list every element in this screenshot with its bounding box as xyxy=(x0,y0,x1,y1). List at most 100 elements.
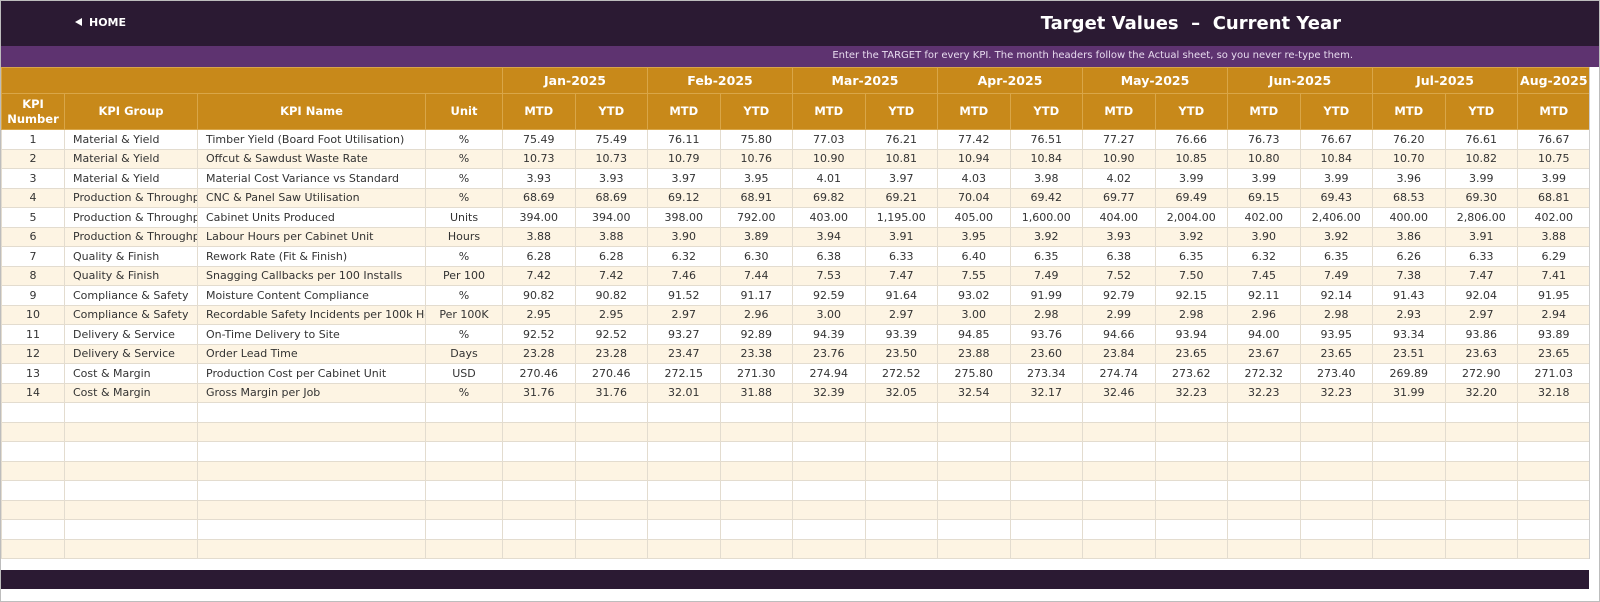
target-value: 7.49 xyxy=(1299,265,1374,286)
empty-cell xyxy=(1517,421,1589,442)
target-value: 7.46 xyxy=(647,265,721,286)
target-value: 31.76 xyxy=(502,382,576,403)
kpi-row: 9 Compliance & Safety Moisture Content Com… xyxy=(1,285,1589,306)
target-value: 32.46 xyxy=(1082,382,1156,403)
target-value: 69.21 xyxy=(864,187,938,208)
header-blank xyxy=(1,67,503,94)
period-header: MTD xyxy=(647,93,721,130)
empty-cell xyxy=(1444,499,1519,520)
target-value: 3.99 xyxy=(1517,168,1589,189)
empty-cell xyxy=(197,499,426,520)
top-bar: HOME Target Values – Current Year xyxy=(1,1,1599,46)
target-value: 3.90 xyxy=(1227,226,1301,247)
kpi-name: Production Cost per Cabinet Unit xyxy=(197,363,426,384)
kpi-unit: Hours xyxy=(425,226,503,247)
empty-cell xyxy=(937,441,1011,462)
empty-cell xyxy=(1082,460,1156,481)
empty-cell xyxy=(864,460,938,481)
target-value: 4.03 xyxy=(937,168,1011,189)
empty-cell xyxy=(647,519,721,540)
empty-cell xyxy=(1009,402,1084,423)
kpi-number: 5 xyxy=(1,207,65,228)
column-header: KPI Number xyxy=(1,93,65,130)
kpi-name: Recordable Safety Incidents per 100k Hou… xyxy=(197,304,426,325)
target-value: 6.28 xyxy=(502,246,576,267)
target-value: 23.76 xyxy=(792,343,866,364)
page-title: Target Values – Current Year xyxy=(1040,13,1341,34)
home-button[interactable]: HOME xyxy=(75,16,126,29)
target-value: 69.82 xyxy=(792,187,866,208)
empty-cell xyxy=(1444,460,1519,481)
kpi-group: Delivery & Service xyxy=(64,324,198,345)
target-value: 76.51 xyxy=(1009,129,1084,150)
target-value: 23.60 xyxy=(1009,343,1084,364)
empty-cell xyxy=(864,402,938,423)
kpi-unit: % xyxy=(425,168,503,189)
empty-cell xyxy=(792,499,866,520)
target-value: 32.17 xyxy=(1009,382,1084,403)
empty-cell xyxy=(792,460,866,481)
empty-row xyxy=(1,499,1589,520)
target-value: 10.73 xyxy=(574,148,648,169)
empty-cell xyxy=(1,538,65,559)
target-value: 93.89 xyxy=(1517,324,1589,345)
target-value: 270.46 xyxy=(502,363,576,384)
target-value: 32.01 xyxy=(647,382,721,403)
kpi-group: Quality & Finish xyxy=(64,265,198,286)
target-value: 6.32 xyxy=(1227,246,1301,267)
empty-row xyxy=(1,480,1589,501)
period-header: MTD xyxy=(1082,93,1156,130)
empty-cell xyxy=(792,538,866,559)
target-value: 3.90 xyxy=(647,226,721,247)
empty-cell xyxy=(1227,480,1301,501)
target-value: 76.66 xyxy=(1154,129,1229,150)
note-bar: Enter the TARGET for every KPI. The mont… xyxy=(1,46,1599,67)
empty-cell xyxy=(937,460,1011,481)
target-value: 32.23 xyxy=(1299,382,1374,403)
target-value: 3.93 xyxy=(1082,226,1156,247)
kpi-group: Compliance & Safety xyxy=(64,285,198,306)
kpi-row: 2 Material & Yield Offcut & Sawdust Waste … xyxy=(1,148,1589,169)
empty-cell xyxy=(1154,499,1229,520)
target-value: 10.73 xyxy=(502,148,576,169)
empty-cell xyxy=(1444,519,1519,540)
target-value: 403.00 xyxy=(792,207,866,228)
kpi-row: 12 Delivery & Service Order Lead Time Days 2… xyxy=(1,343,1589,364)
target-value: 76.11 xyxy=(647,129,721,150)
empty-cell xyxy=(719,421,793,442)
kpi-number: 3 xyxy=(1,168,65,189)
target-value: 10.81 xyxy=(864,148,938,169)
empty-cell xyxy=(1444,480,1519,501)
target-value: 6.28 xyxy=(574,246,648,267)
empty-cell xyxy=(1227,519,1301,540)
empty-cell xyxy=(1372,480,1446,501)
target-value: 10.90 xyxy=(1082,148,1156,169)
target-value: 91.99 xyxy=(1009,285,1084,306)
target-value: 75.49 xyxy=(502,129,576,150)
empty-cell xyxy=(64,460,198,481)
kpi-name: Rework Rate (Fit & Finish) xyxy=(197,246,426,267)
empty-cell xyxy=(1444,538,1519,559)
empty-cell xyxy=(864,480,938,501)
target-value: 92.59 xyxy=(792,285,866,306)
empty-cell xyxy=(1372,538,1446,559)
empty-cell xyxy=(647,421,721,442)
empty-cell xyxy=(64,421,198,442)
empty-cell xyxy=(197,402,426,423)
target-value: 6.33 xyxy=(1444,246,1519,267)
empty-cell xyxy=(1154,480,1229,501)
target-value: 6.35 xyxy=(1009,246,1084,267)
target-value: 2,004.00 xyxy=(1154,207,1229,228)
target-value: 3.89 xyxy=(719,226,793,247)
target-value: 274.74 xyxy=(1082,363,1156,384)
target-value: 23.63 xyxy=(1444,343,1519,364)
empty-cell xyxy=(502,480,576,501)
empty-cell xyxy=(425,480,503,501)
kpi-name: Timber Yield (Board Foot Utilisation) xyxy=(197,129,426,150)
empty-cell xyxy=(1299,460,1374,481)
empty-cell xyxy=(647,538,721,559)
target-value: 2.97 xyxy=(864,304,938,325)
target-value: 68.81 xyxy=(1517,187,1589,208)
target-value: 32.23 xyxy=(1154,382,1229,403)
target-value: 76.67 xyxy=(1517,129,1589,150)
